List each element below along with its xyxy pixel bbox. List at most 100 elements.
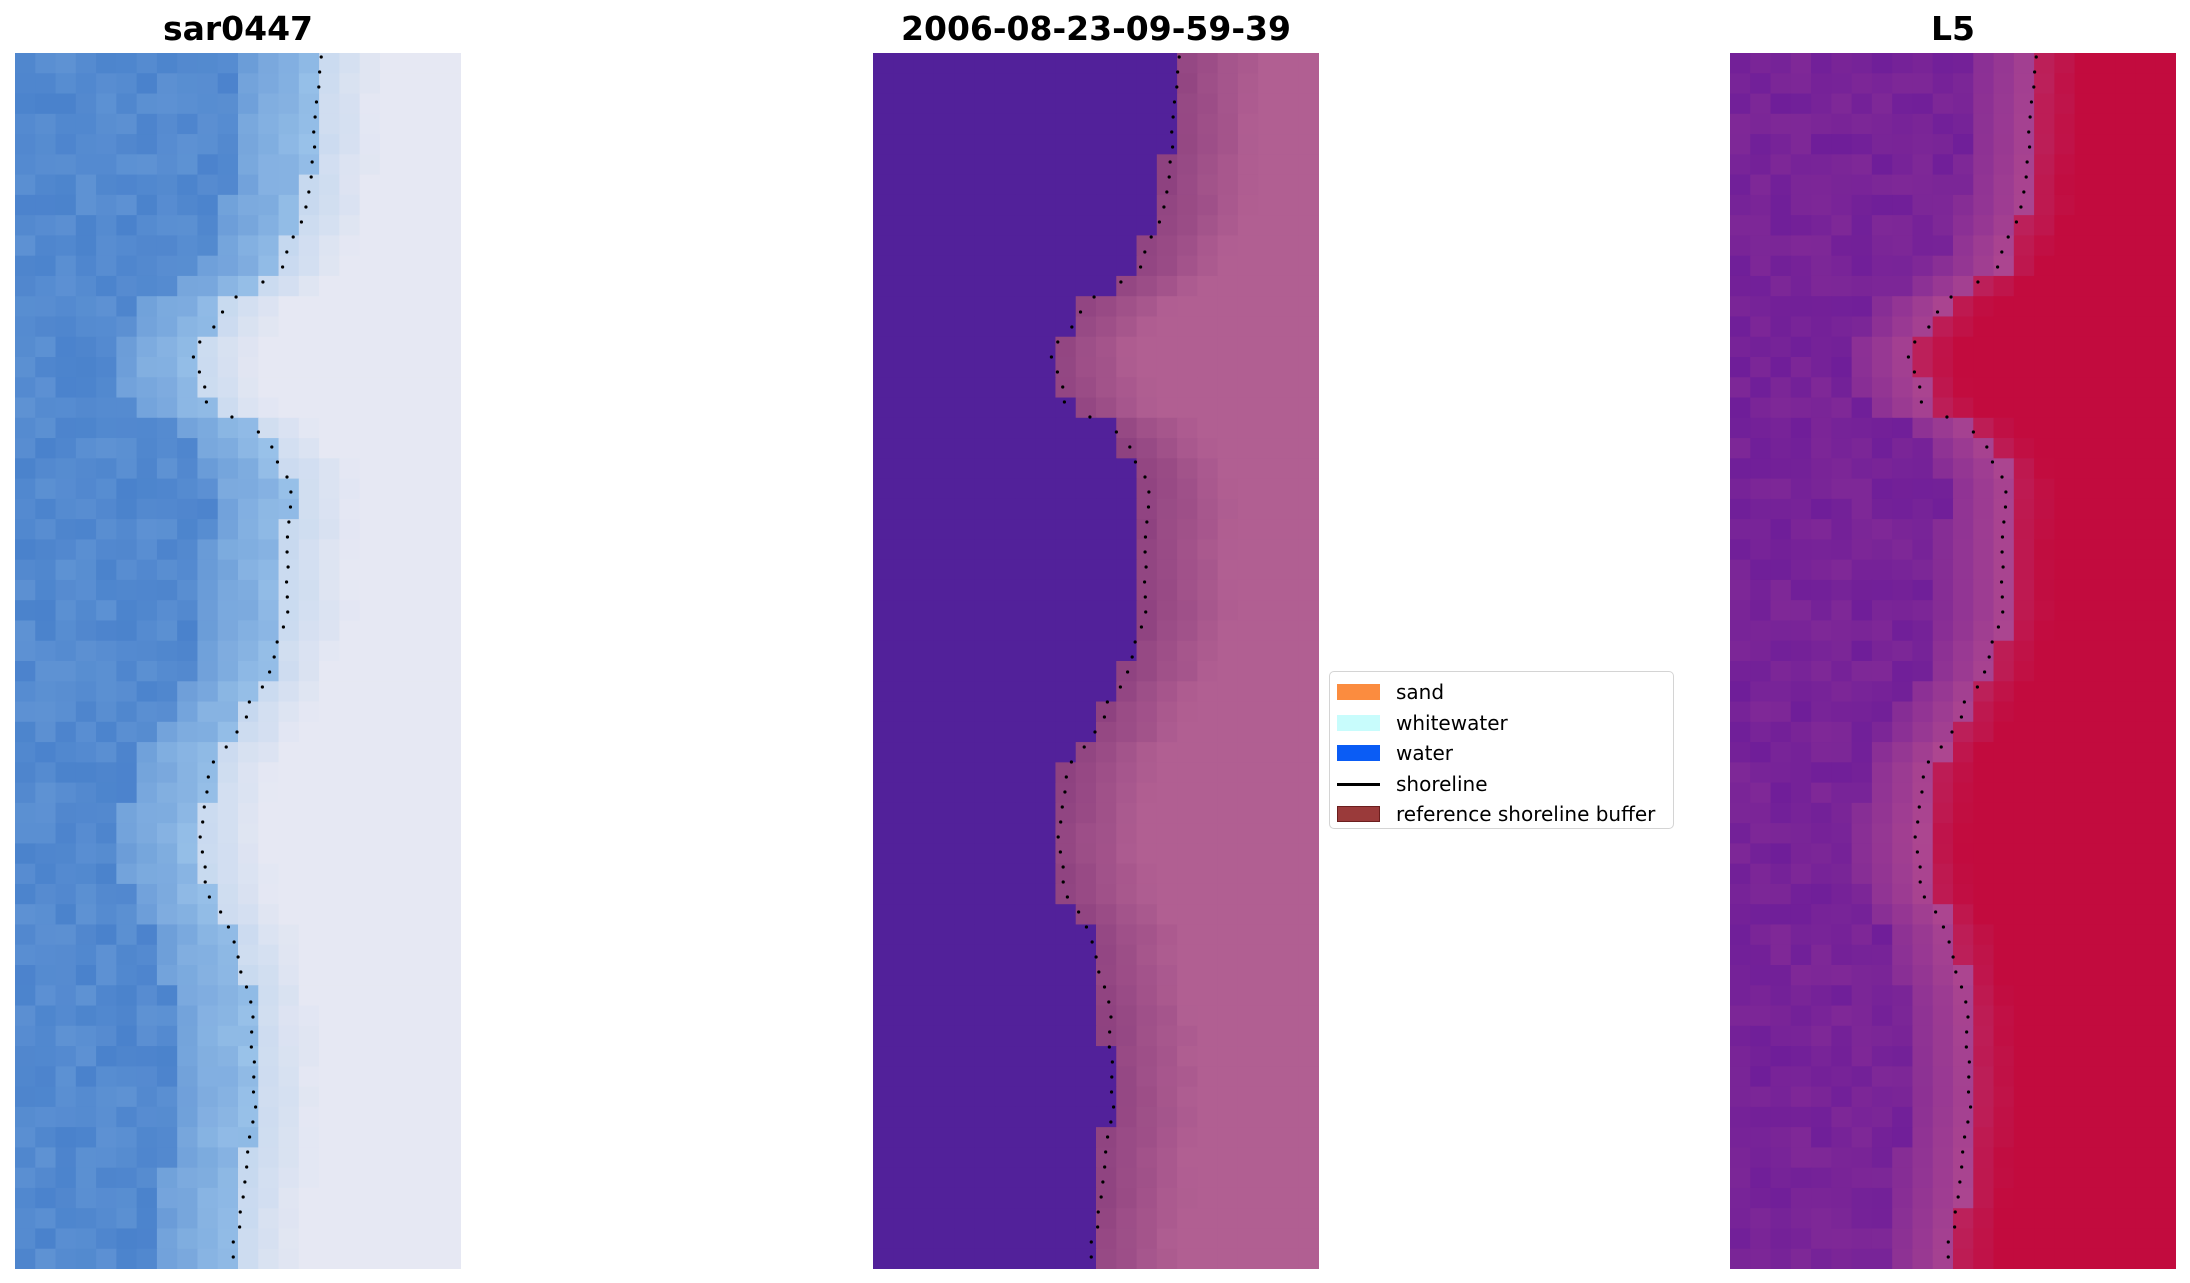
shoreline-point [1101,1180,1105,1184]
shoreline-point [220,310,225,314]
shoreline-point [299,220,303,224]
shoreline-point [285,475,289,479]
shoreline-point [284,580,289,584]
shoreline-point [1108,1030,1112,1034]
shoreline-point [1927,325,1931,329]
shoreline-point [2034,55,2038,59]
shoreline-point [2003,505,2008,509]
shoreline-point [318,70,322,74]
panel-title-center: 2006-08-23-09-59-39 [901,9,1291,48]
shoreline-point [1060,805,1064,809]
shoreline-point [236,955,240,959]
legend-label-reference-buffer: reference shoreline buffer [1396,802,1656,827]
shoreline-point [245,1165,249,1169]
shoreline-point [287,520,291,524]
shoreline-point [1143,475,1147,479]
index-image-pixels [1730,53,2176,1269]
shoreline-point [1953,1225,1957,1229]
shoreline-point [1088,415,1092,419]
shoreline-point [275,640,279,644]
shoreline-point [1919,400,1923,404]
shoreline-point [191,355,196,359]
shoreline-point [2025,160,2029,164]
rgb-image-panel [15,53,461,1269]
shoreline-point [1061,385,1065,389]
shoreline-point [261,280,265,284]
shoreline-point [212,325,216,329]
shoreline-point [1165,190,1169,194]
shoreline-point [1105,700,1109,704]
shoreline-point [1110,1060,1114,1064]
shoreline-point [1144,565,1148,569]
shoreline-point [1133,460,1138,464]
shoreline-point [1157,220,1161,224]
shoreline-point [1084,925,1089,929]
shoreline-point [1109,1120,1113,1124]
shoreline-point [251,1015,255,1019]
shoreline-point [2006,235,2010,239]
shoreline-point [231,1240,235,1244]
legend-item-shoreline: shoreline [1330,769,1673,800]
shoreline-point [2002,520,2006,524]
shoreline-point [1096,1225,1100,1229]
shoreline-point [230,415,234,419]
shoreline-point [1133,640,1137,644]
shoreline-point [286,610,290,614]
shoreline-point [317,85,321,89]
shoreline-point [1139,265,1143,269]
shoreline-point [1103,1165,1107,1169]
shoreline-point [1996,265,2000,269]
shoreline-point [1162,205,1166,209]
shoreline-point [288,505,293,509]
shoreline-point [304,205,308,209]
legend: sand whitewater water shoreline referenc… [1329,671,1674,829]
shoreline-point [2000,535,2005,539]
shoreline-point [1971,430,1975,434]
shoreline-point [1170,145,1175,149]
shoreline-point [1956,1195,1960,1199]
shoreline-point [252,1075,256,1079]
shoreline-point [1110,1075,1114,1079]
shoreline-point [1065,895,1069,899]
shoreline-point [1922,895,1926,899]
shoreline-point [1143,550,1147,554]
shoreline-point [1102,715,1107,719]
shoreline-point [1966,1090,1971,1094]
legend-label-shoreline: shoreline [1396,771,1488,796]
shoreline-point [201,820,205,824]
shoreline-point [1126,670,1130,674]
shoreline-point [1077,910,1081,914]
shoreline-point [281,625,286,629]
shoreline-point [2022,190,2026,194]
shoreline-point [314,100,319,104]
shoreline-point [247,1135,252,1139]
shoreline-point [1965,1030,1969,1034]
shoreline-point [1149,235,1153,239]
shoreline-point [211,760,216,764]
shoreline-point [231,1255,235,1259]
shoreline-point [1119,280,1123,284]
shoreline-point [1063,790,1067,794]
index-image-panel [1730,53,2176,1269]
shoreline-point [205,790,209,794]
sand-swatch-icon [1337,684,1380,701]
shoreline-point [203,865,207,869]
shoreline-point [2001,610,2005,614]
shoreline-point [239,970,243,974]
shoreline-point [1990,640,1994,644]
shoreline-point [244,715,249,719]
shoreline-point [1056,340,1060,344]
shoreline-point [1996,625,2001,629]
shoreline-point [285,250,289,254]
shoreline-point [1142,580,1147,584]
shoreline-point [275,460,280,464]
shoreline-point [1167,175,1171,179]
shoreline-point [1061,865,1065,869]
shoreline-point [1109,1090,1114,1094]
shoreline-point [1946,1240,1950,1244]
shoreline-point [1168,160,1172,164]
shoreline-point [1961,1150,1965,1154]
shoreline-point [1114,430,1118,434]
shoreline-point [313,115,317,119]
shoreline-point [2019,205,2023,209]
